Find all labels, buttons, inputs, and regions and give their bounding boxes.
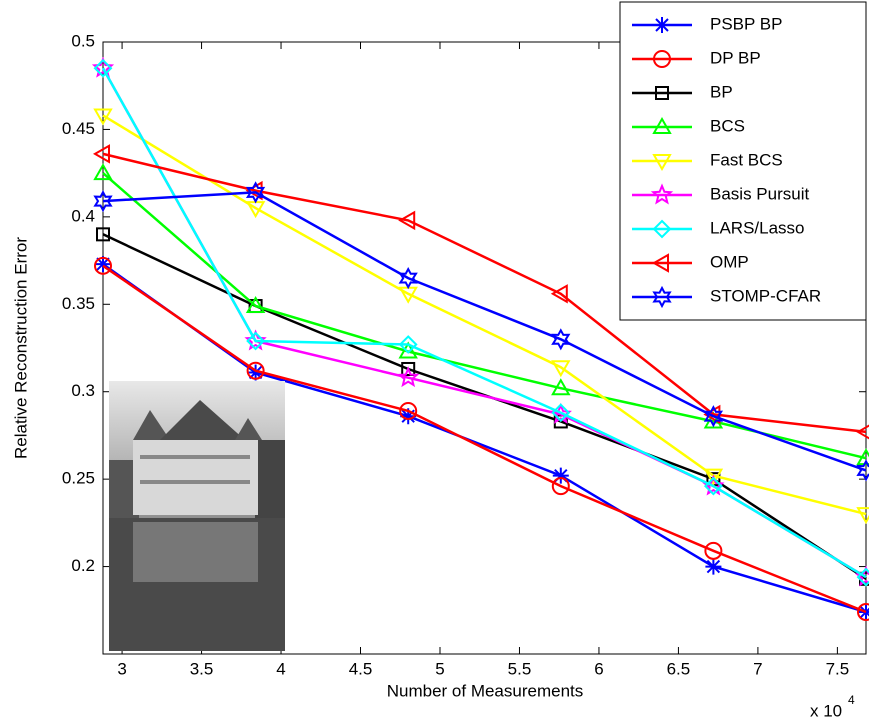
y-tick-label: 0.4: [71, 206, 95, 225]
marker: [652, 116, 672, 134]
x-tick-label: 4.5: [349, 659, 373, 678]
marker: [651, 253, 669, 273]
marker: [245, 296, 266, 314]
marker: [398, 335, 418, 354]
marker: [856, 507, 869, 525]
marker: [704, 541, 723, 560]
legend-label: BP: [710, 82, 733, 101]
marker: [398, 267, 418, 290]
y-axis-label: Relative Reconstruction Error: [11, 237, 30, 459]
plot: [91, 41, 869, 654]
y-tick-label: 0.25: [62, 469, 95, 488]
x-tick-label: 6.5: [667, 659, 691, 678]
marker: [703, 476, 723, 496]
marker: [93, 189, 113, 213]
y-tick-label: 0.35: [62, 294, 95, 313]
marker: [857, 603, 869, 622]
marker: [856, 567, 869, 587]
marker: [650, 183, 674, 205]
marker: [246, 361, 265, 380]
legend: PSBP BP DP BP BP BCS Fast BCS Basis Pursuit LA…: [619, 1, 867, 321]
marker: [858, 604, 869, 621]
marker: [93, 163, 113, 181]
y-tick-label: 0.5: [71, 31, 95, 50]
marker: [401, 361, 416, 376]
y-tick-label: 0.45: [62, 119, 95, 138]
marker: [245, 181, 266, 204]
marker: [705, 558, 722, 575]
legend-label: LARS/Lasso: [710, 218, 805, 237]
series-line: [101, 67, 867, 579]
x-tick-label: 6: [594, 659, 603, 678]
marker: [92, 144, 110, 164]
marker: [652, 285, 672, 309]
legend-label: BCS: [710, 116, 745, 135]
x-scale-base: x 10: [810, 701, 842, 720]
legend-label: Fast BCS: [710, 150, 783, 169]
marker: [551, 378, 571, 396]
series-line: [102, 264, 867, 614]
marker: [855, 424, 869, 440]
marker: [551, 477, 570, 496]
y-tick-label: 0.3: [71, 381, 95, 400]
marker: [398, 210, 416, 231]
x-scale-exponent: 4: [848, 693, 855, 707]
x-tick-label: 4: [276, 659, 285, 678]
marker: [244, 329, 267, 351]
series-line: [102, 152, 867, 434]
legend-label: DP BP: [710, 48, 761, 67]
x-tick-label: 3.5: [190, 659, 214, 678]
legend-label: OMP: [710, 252, 749, 271]
y-tick-label: 0.2: [71, 556, 95, 575]
marker: [652, 219, 672, 239]
marker: [398, 341, 418, 359]
marker: [856, 448, 869, 466]
legend-label: PSBP BP: [710, 14, 782, 33]
marker: [653, 50, 671, 68]
marker: [654, 17, 670, 33]
legend-label: STOMP-CFAR: [710, 286, 821, 305]
marker: [247, 364, 264, 381]
legend-label: Basis Pursuit: [710, 184, 809, 203]
marker: [93, 108, 113, 126]
x-tick-label: 5: [435, 659, 444, 678]
x-axis-label: Number of Measurements: [387, 681, 584, 700]
marker: [551, 328, 571, 351]
marker: [655, 86, 669, 100]
marker: [246, 331, 266, 351]
marker: [551, 403, 571, 423]
marker: [856, 459, 869, 482]
marker: [96, 227, 110, 242]
marker: [94, 256, 112, 275]
x-tick-label: 7.5: [826, 659, 850, 678]
x-tick-label: 5.5: [508, 659, 532, 678]
x-tick-label: 7: [753, 659, 762, 678]
marker: [91, 56, 115, 78]
series-line: [102, 172, 867, 460]
x-tick-label: 3: [117, 659, 126, 678]
photo-inset: [109, 381, 285, 651]
marker: [550, 284, 568, 304]
marker: [703, 468, 724, 486]
marker: [652, 154, 672, 172]
marker: [95, 256, 111, 273]
marker: [397, 366, 420, 388]
series-line: [102, 191, 867, 472]
marker: [93, 58, 113, 78]
marker: [400, 408, 417, 425]
marker: [399, 401, 418, 420]
marker: [552, 467, 569, 484]
marker: [551, 360, 571, 378]
marker: [703, 405, 724, 428]
